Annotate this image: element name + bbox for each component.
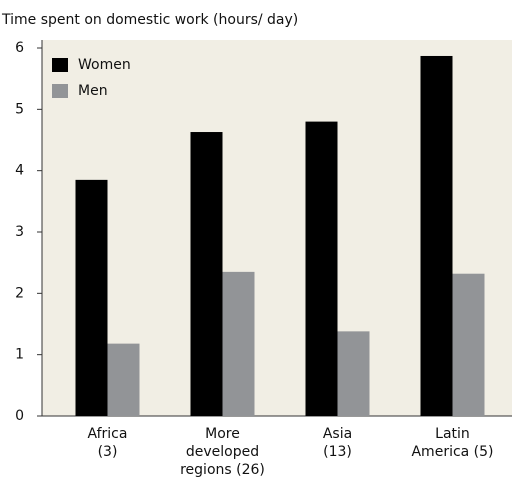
y-tick-label: 3 — [15, 224, 24, 240]
y-tick-label: 4 — [15, 163, 24, 179]
legend-swatch — [52, 58, 68, 72]
legend-swatch — [52, 84, 68, 98]
y-tick-label: 0 — [15, 408, 24, 424]
bar — [305, 121, 338, 416]
bar — [190, 132, 223, 416]
y-tick-label: 2 — [15, 285, 24, 301]
legend-label: Men — [78, 83, 108, 99]
x-tick-label: Africa (3) — [88, 426, 128, 460]
chart-title: Time spent on domestic work (hours/ day) — [1, 12, 298, 28]
bar — [337, 331, 370, 416]
bar — [452, 273, 485, 416]
bar — [222, 271, 255, 416]
y-tick-label: 1 — [15, 347, 24, 363]
x-tick-label: Latin America (5) — [411, 426, 493, 460]
bar — [420, 55, 453, 417]
bar — [75, 179, 108, 416]
bar — [107, 343, 140, 416]
legend-label: Women — [78, 57, 131, 73]
x-tick-label: More developed regions (26) — [180, 426, 265, 478]
y-tick-label: 5 — [15, 101, 24, 117]
y-tick-label: 6 — [15, 40, 24, 56]
x-tick-label: Asia (13) — [323, 426, 352, 460]
